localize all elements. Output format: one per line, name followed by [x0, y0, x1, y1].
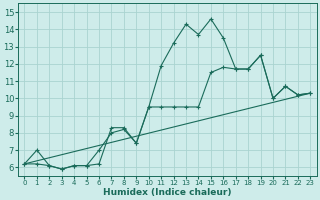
- X-axis label: Humidex (Indice chaleur): Humidex (Indice chaleur): [103, 188, 232, 197]
